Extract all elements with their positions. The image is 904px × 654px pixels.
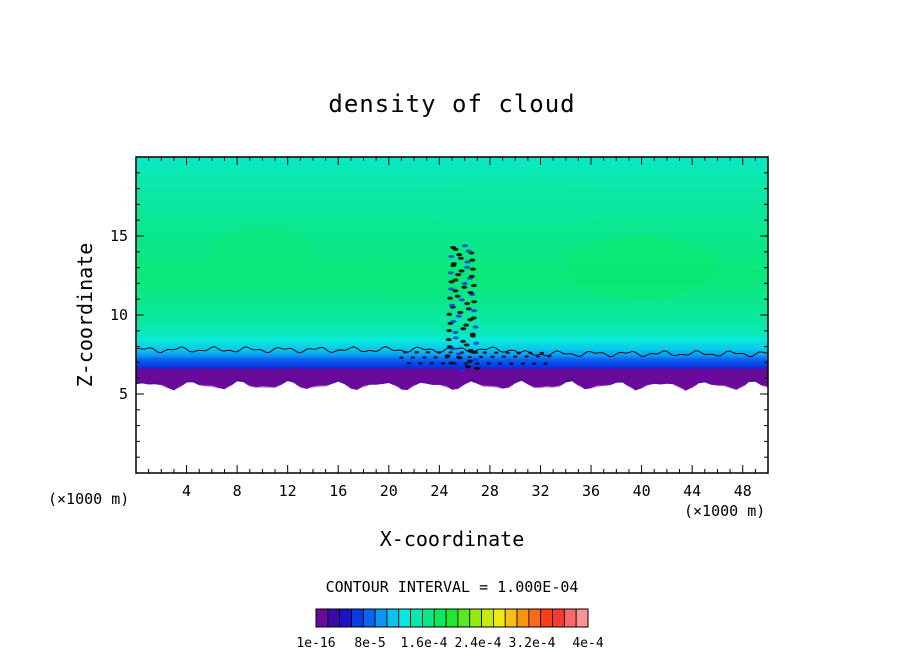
y-axis-title: Z-coordinate xyxy=(73,243,97,388)
colorbar-swatch xyxy=(351,608,364,628)
y-tick-label: 15 xyxy=(110,227,128,245)
x-tick-label: 24 xyxy=(430,482,448,500)
x-tick-label: 28 xyxy=(481,482,499,500)
colorbar-swatch xyxy=(410,608,423,628)
colorbar-labels: 1e-16 8e-5 1.6e-4 2.4e-4 3.2e-4 4e-4 xyxy=(296,636,603,651)
colorbar-swatch xyxy=(469,608,482,628)
colorbar-swatch xyxy=(516,608,530,628)
colorbar-swatch xyxy=(422,608,435,628)
y-tick-label: 10 xyxy=(110,306,128,324)
colorbar-swatch xyxy=(552,608,565,628)
colorbar-swatch xyxy=(540,608,553,628)
density-patch xyxy=(388,185,642,224)
x-tick-label: 32 xyxy=(531,482,549,500)
colorbar-swatch xyxy=(563,608,577,628)
chart-title: density of cloud xyxy=(328,90,575,118)
colorbar-swatch xyxy=(386,608,400,628)
clear-air-below xyxy=(136,380,768,473)
colorbar-swatch xyxy=(492,608,506,628)
cloud-density-field xyxy=(136,157,768,473)
colorbar-swatch xyxy=(327,608,341,628)
colorbar-label: 1.6e-4 xyxy=(401,636,448,651)
x-axis-unit: (×1000 m) xyxy=(684,502,765,520)
colorbar-label: 1e-16 xyxy=(296,636,335,651)
density-patch xyxy=(211,228,313,276)
colorbar xyxy=(315,608,589,628)
colorbar-swatch xyxy=(528,608,542,628)
x-tick-label: 44 xyxy=(683,482,701,500)
colorbar-swatch xyxy=(374,608,388,628)
x-tick-label: 16 xyxy=(329,482,347,500)
y-axis-unit: (×1000 m) xyxy=(48,490,129,508)
x-tick-label: 12 xyxy=(279,482,297,500)
x-tick-label: 40 xyxy=(633,482,651,500)
x-tick-label: 20 xyxy=(380,482,398,500)
colorbar-swatch xyxy=(398,608,412,628)
x-tick-label: 8 xyxy=(233,482,242,500)
colorbar-swatch xyxy=(445,608,459,628)
colorbar-swatch xyxy=(575,608,589,628)
colorbar-swatch xyxy=(339,608,352,628)
colorbar-swatch xyxy=(504,608,518,628)
y-tick-label: 5 xyxy=(119,385,128,403)
colorbar-label: 8e-5 xyxy=(354,636,385,651)
x-tick-label: 48 xyxy=(734,482,752,500)
x-tick-label: 36 xyxy=(582,482,600,500)
x-axis-ticks: 4 8 12 16 20 24 28 32 36 40 44 48 xyxy=(148,157,756,500)
cloud-base-fringe xyxy=(136,368,768,391)
colorbar-swatch xyxy=(315,608,329,628)
colorbar-swatch xyxy=(481,608,494,628)
contour-interval-note: CONTOUR INTERVAL = 1.000E-04 xyxy=(326,578,579,596)
colorbar-label: 3.2e-4 xyxy=(509,636,556,651)
colorbar-swatch xyxy=(362,608,376,628)
colorbar-swatch xyxy=(457,608,471,628)
density-patch xyxy=(363,264,465,303)
x-axis-title: X-coordinate xyxy=(380,527,525,551)
y-axis-ticks: 5 10 15 xyxy=(110,172,768,458)
colorbar-label: 4e-4 xyxy=(572,636,603,651)
colorbar-swatch xyxy=(433,608,447,628)
x-tick-label: 4 xyxy=(182,482,191,500)
density-patch xyxy=(565,236,718,300)
colorbar-frame xyxy=(315,608,589,628)
colorbar-label: 2.4e-4 xyxy=(455,636,502,651)
convective-plume xyxy=(399,244,552,372)
